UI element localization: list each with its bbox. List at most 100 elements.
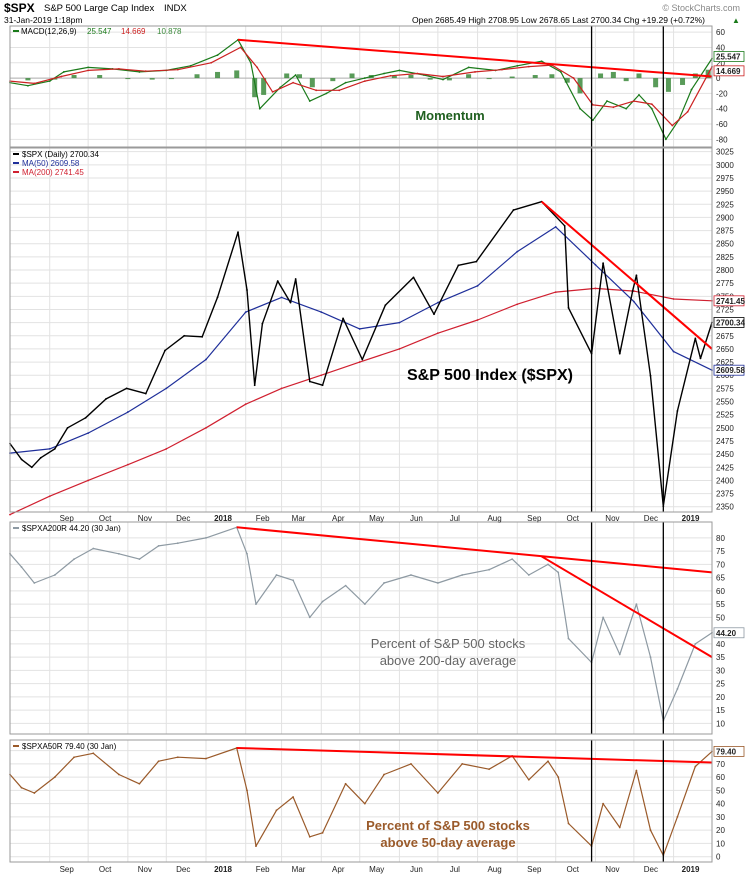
data-point (157, 544, 160, 547)
data-point (280, 296, 283, 299)
last-value-box (713, 65, 745, 77)
data-point (117, 67, 120, 70)
data-point (20, 786, 23, 789)
data-point (363, 603, 366, 606)
data-point (53, 447, 56, 450)
y-tick-label: 2900 (716, 213, 734, 222)
data-point (189, 64, 192, 67)
legend-swatch (13, 527, 19, 529)
y-tick-label: 0 (716, 853, 721, 862)
y-tick-label: 50 (716, 786, 725, 795)
series-0 (9, 526, 713, 722)
x-tick-label: Dec (176, 865, 190, 874)
y-tick-label: 20 (716, 693, 725, 702)
x-tick-label: Mar (292, 514, 306, 523)
data-point (476, 284, 479, 287)
x-tick-label: Oct (99, 865, 112, 874)
data-point (567, 307, 570, 309)
data-point (358, 328, 361, 330)
data-point (557, 571, 560, 574)
data-point (308, 380, 311, 383)
histogram-bar (125, 78, 131, 80)
histogram-bar (349, 73, 355, 79)
data-point (631, 290, 634, 292)
data-point (126, 411, 129, 413)
last-value-text: 25.547 (716, 53, 741, 62)
data-point (410, 762, 412, 765)
data-point (294, 278, 297, 280)
data-point (594, 263, 597, 266)
data-point (144, 70, 147, 73)
data-point (66, 426, 69, 429)
y-tick-label: 25 (716, 680, 725, 689)
y-tick-label: 3000 (716, 161, 734, 170)
data-point (253, 384, 256, 387)
data-point (205, 537, 207, 539)
histogram-bar (486, 78, 492, 80)
y-tick-label: 2650 (716, 345, 734, 354)
y-tick-label: 65 (716, 574, 725, 583)
series-line (9, 226, 713, 454)
data-point (457, 264, 460, 267)
data-point (436, 332, 439, 335)
data-point (358, 361, 361, 363)
data-point (559, 71, 562, 73)
series-0 (9, 38, 713, 141)
data-point (672, 350, 675, 353)
histogram-bar (408, 75, 414, 79)
x-tick-label: May (369, 514, 384, 523)
data-point (258, 107, 261, 110)
data-point (205, 358, 207, 361)
x-tick-label: Nov (605, 514, 619, 523)
x-tick-label: Mar (292, 865, 306, 874)
data-point (649, 656, 652, 659)
last-value-box (713, 317, 745, 328)
data-point (249, 61, 252, 64)
data-point (315, 89, 318, 92)
data-point (516, 64, 519, 67)
data-point (602, 616, 605, 619)
histogram-bar (52, 78, 58, 80)
data-point (618, 826, 621, 829)
y-tick-label: 2725 (716, 305, 734, 314)
data-point (516, 303, 519, 306)
data-point (87, 479, 90, 482)
x-tick-label: Dec (644, 514, 658, 523)
data-point (602, 262, 605, 265)
data-point (308, 100, 311, 102)
data-point (87, 432, 90, 434)
last-value-label: 14.669 (713, 65, 745, 77)
y-tick-label: 60 (716, 773, 725, 782)
data-point (567, 637, 570, 640)
last-value-box (713, 51, 745, 62)
last-value-label: 44.20 (713, 627, 745, 639)
data-point (321, 600, 324, 603)
histogram-bar (610, 71, 616, 79)
histogram-bar (330, 78, 336, 82)
histogram-bar (509, 76, 515, 79)
data-point (48, 80, 51, 83)
data-point (294, 74, 297, 76)
histogram-bar (665, 78, 671, 92)
legend-entry: $SPXA200R 44.20 (30 Jan) (22, 524, 121, 533)
legend-entry: $SPXA50R 79.40 (30 Jan) (22, 742, 117, 751)
data-point (557, 776, 560, 779)
histogram-bar (623, 78, 629, 82)
data-point (87, 66, 90, 69)
y-tick-label: 2550 (716, 398, 734, 407)
data-point (612, 106, 615, 109)
data-point (246, 789, 248, 792)
y-tick-label: 0 (716, 74, 721, 83)
data-point (676, 410, 679, 412)
data-point (53, 574, 56, 576)
y-tick-label: 70 (716, 560, 725, 569)
legend-entry: 10.878 (157, 27, 182, 36)
data-point (271, 90, 274, 93)
data-point (244, 311, 247, 314)
data-point (625, 107, 628, 110)
legend-entry: MA(200) 2741.45 (22, 168, 84, 177)
data-point (27, 84, 29, 87)
series-1 (9, 226, 713, 454)
data-point (436, 792, 439, 794)
data-point (638, 94, 640, 96)
